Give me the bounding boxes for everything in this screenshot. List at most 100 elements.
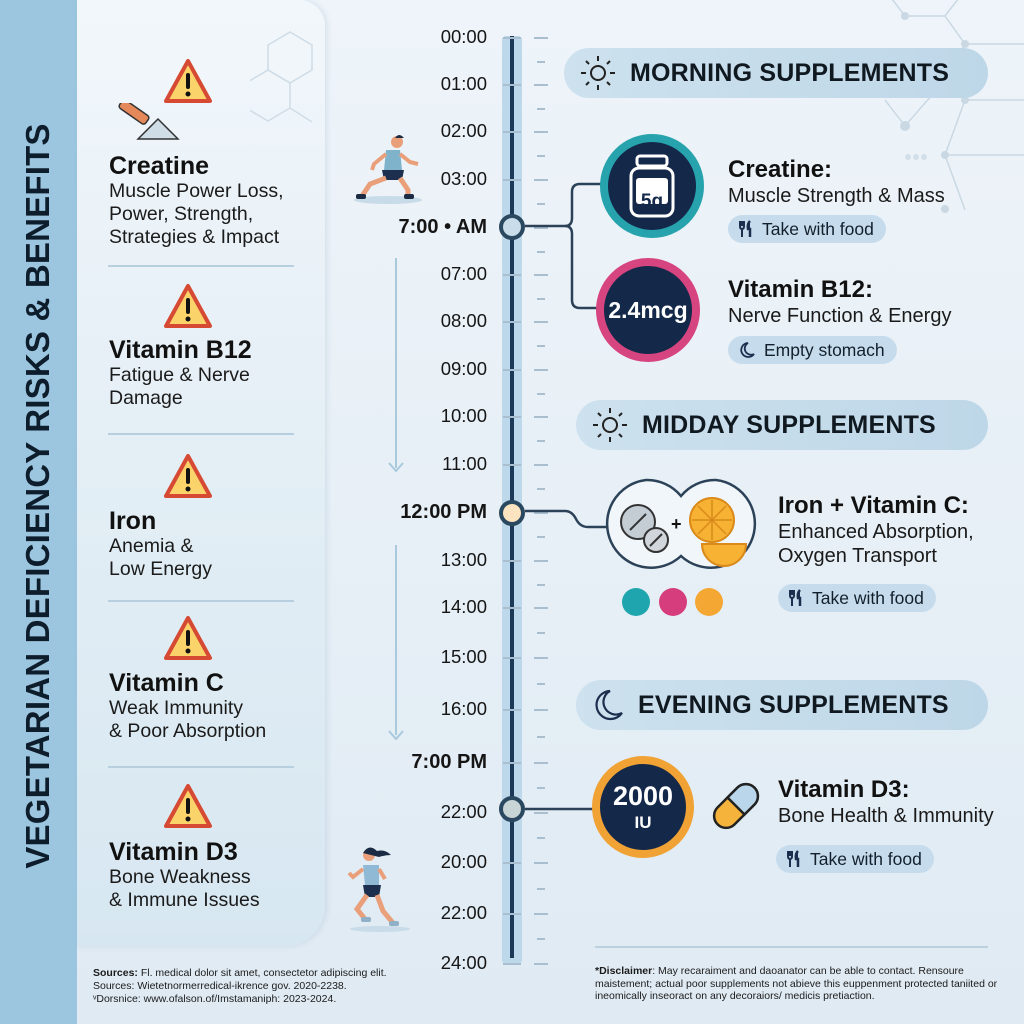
tick-mark: [534, 812, 548, 814]
tick-mark: [503, 657, 521, 659]
timeline-node-evening[interactable]: [499, 796, 525, 822]
tick-mark: [534, 862, 548, 864]
timing-tag-label: Empty stomach: [764, 339, 885, 360]
time-label: 00:00: [440, 26, 487, 47]
tick-mark: [537, 787, 545, 789]
timing-tag: Take with food: [728, 215, 886, 243]
supplement-jar-icon: [629, 154, 675, 218]
tick-mark: [537, 393, 545, 395]
flow-arrow: [395, 545, 397, 735]
color-dot-teal: [622, 588, 650, 616]
arrow-down-icon: [388, 730, 404, 740]
dose-badge-creatine: 5g: [600, 134, 704, 238]
time-label: 16:00: [440, 698, 487, 719]
time-label: 13:00: [440, 549, 487, 570]
sources-line: Fl. medical dolor sit amet, consectetor …: [137, 967, 387, 979]
risk-desc-line: Muscle Power Loss,: [109, 180, 284, 202]
risk-desc-line: Power, Strength,: [109, 203, 254, 225]
tick-mark: [503, 963, 521, 965]
risk-name: Iron: [109, 507, 157, 535]
time-label: 02:00: [440, 120, 487, 141]
moon-icon: [595, 689, 623, 721]
risk-desc-line: Anemia &: [109, 535, 194, 557]
tick-mark: [503, 464, 521, 466]
dose-unit: IU: [634, 813, 652, 832]
fork-knife-icon: [787, 850, 800, 867]
tick-mark: [503, 274, 521, 276]
divider: [108, 766, 294, 768]
connector-morning: [525, 182, 610, 310]
tick-mark: [503, 607, 521, 609]
time-label: 12:00 PM: [400, 501, 487, 523]
tick-mark: [534, 274, 548, 276]
disclaimer-text: : May recaraiment and daoanator can be a…: [595, 965, 998, 1002]
time-label: 7:00 PM: [411, 751, 487, 773]
supplement-title: Iron + Vitamin C:: [778, 492, 969, 519]
supplement-benefit: Bone Health & Immunity: [778, 805, 994, 827]
section-header-midday: MIDDAY SUPPLEMENTS: [576, 400, 988, 450]
flow-arrow: [395, 258, 397, 468]
scoop-powder-icon: [118, 103, 180, 140]
timing-tag: Take with food: [776, 845, 934, 873]
tick-mark: [534, 84, 548, 86]
supplement-benefit: Muscle Strength & Mass: [728, 185, 945, 207]
tick-mark: [503, 913, 521, 915]
tick-mark: [503, 762, 521, 764]
risk-desc-line: Weak Immunity: [109, 697, 244, 719]
risks-panel: [77, 0, 325, 946]
tick-mark: [537, 251, 545, 253]
timeline-node-morning[interactable]: [499, 214, 525, 240]
tick-mark: [534, 227, 548, 229]
time-label: 01:00: [440, 73, 487, 94]
page-title: VEGETARIAN DEFICIENCY RISKS & BENEFITS: [19, 123, 56, 869]
dose-badge-b12: 2.4mcg: [596, 258, 700, 362]
tick-mark: [534, 416, 548, 418]
tick-mark: [537, 203, 545, 205]
connector-midday: [525, 509, 608, 529]
warning-icon: [164, 454, 212, 498]
risk-desc-line: Bone Weakness: [109, 866, 251, 888]
disclaimer-footnote: *Disclaimer: May recaraiment and daoanat…: [595, 965, 1015, 1003]
tick-mark: [537, 632, 545, 634]
sources-footnote: Sources: Fl. medical dolor sit amet, con…: [93, 967, 387, 1006]
supplement-benefit: Oxygen Transport: [778, 545, 937, 567]
risk-desc-line: & Immune Issues: [109, 889, 260, 911]
timing-tag-label: Take with food: [812, 587, 924, 608]
tick-mark: [534, 512, 548, 514]
tick-mark: [534, 464, 548, 466]
timeline-node-midday[interactable]: [499, 500, 525, 526]
sun-icon: [593, 408, 627, 442]
tick-mark: [537, 736, 545, 738]
time-label: 03:00: [440, 168, 487, 189]
tick-mark: [537, 888, 545, 890]
tick-mark: [534, 369, 548, 371]
tick-mark: [534, 709, 548, 711]
connector-evening: [525, 807, 598, 811]
tick-mark: [534, 762, 548, 764]
tick-mark: [503, 862, 521, 864]
divider: [108, 433, 294, 435]
risk-desc-line: & Poor Absorption: [109, 720, 267, 742]
supplement-benefit: Enhanced Absorption,: [778, 521, 974, 543]
dose-value: 2.4mcg: [608, 296, 688, 323]
dose-value: 5g: [640, 191, 664, 212]
iron-vitamin-c-combo-icon: +: [605, 478, 757, 569]
time-label: 14:00: [440, 596, 487, 617]
time-label: 20:00: [440, 851, 487, 872]
risk-desc-line: Strategies & Impact: [109, 226, 280, 248]
risk-name: Creatine: [109, 152, 210, 180]
tick-mark: [537, 584, 545, 586]
supplement-benefit: Nerve Function & Energy: [728, 305, 952, 327]
time-label: 24:00: [440, 952, 487, 973]
timeline-axis: [510, 36, 514, 958]
plus-sign: +: [671, 514, 682, 534]
divider: [108, 600, 294, 602]
dose-badge-d3: 2000 IU: [592, 756, 694, 858]
tick-mark: [503, 37, 521, 39]
fork-knife-icon: [789, 589, 802, 606]
time-label: 22:00: [440, 902, 487, 923]
runner-woman-icon: [347, 847, 410, 932]
fork-knife-icon: [739, 220, 752, 237]
tick-mark: [503, 131, 521, 133]
tick-mark: [537, 488, 545, 490]
